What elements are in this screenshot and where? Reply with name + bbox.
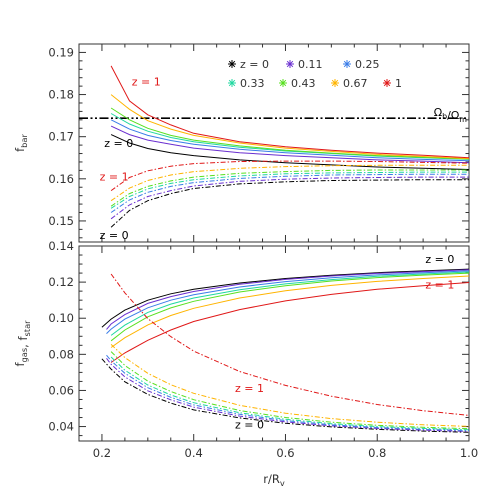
x-tick-label: 0.8 <box>368 446 386 460</box>
x-axis-label: r/Rv <box>263 472 285 488</box>
x-tick-label: 1.0 <box>460 446 478 460</box>
legend-marker-stroke <box>383 79 391 87</box>
series-line-z033-solid <box>110 271 470 336</box>
legend-label: 0.67 <box>343 77 368 90</box>
series-line-z1-dashdot <box>110 160 470 192</box>
annotation-label: z = 0 <box>425 253 454 266</box>
legend-marker <box>383 79 391 87</box>
legend-marker <box>279 79 287 87</box>
series-line-z025-dashdot <box>110 173 469 213</box>
series-line-z067-solid <box>110 275 470 348</box>
legend-label: 0.11 <box>298 58 323 71</box>
annotation-label: z = 1 <box>235 382 264 395</box>
legend-marker-stroke <box>331 79 339 87</box>
series-line-z067-dashdot <box>110 164 469 202</box>
series-line-z1-dashdot <box>110 273 470 416</box>
series-line-z011-dashdot <box>106 357 470 432</box>
series-line-z0-dashdot <box>110 179 469 228</box>
plot-frame <box>78 245 470 442</box>
y-axis-label: fgas, fstar <box>13 320 32 367</box>
x-tick-label: 0.6 <box>276 446 294 460</box>
annotation-label: z = 0 <box>100 229 129 242</box>
y-tick-label: 0.19 <box>48 45 74 59</box>
x-tick-label: 0.4 <box>185 446 203 460</box>
legend-label: 1 <box>395 77 402 90</box>
legend-marker <box>228 79 236 87</box>
y-tick-label: 0.15 <box>48 214 74 228</box>
y-tick-label: 0.14 <box>48 239 74 253</box>
annotation-label: z = 1 <box>132 75 161 88</box>
legend-marker-stroke <box>228 79 236 87</box>
series-line-z043-dashdot <box>110 169 469 207</box>
y-tick-label: 0.16 <box>48 172 74 186</box>
panel-bottom: 0.2 0.4 0.6 0.8 1.0 0.04 0.06 0.08 0.10 0.12 0.14 f… <box>13 239 478 488</box>
legend-label: 0.25 <box>355 58 380 71</box>
legend-marker-stroke <box>343 60 351 68</box>
y-tick-label: 0.18 <box>48 88 74 102</box>
series-line-z043-solid <box>110 107 470 160</box>
y-tick-label: 0.17 <box>48 130 74 144</box>
y-tick-label: 0.10 <box>48 311 74 325</box>
series-line-z043-dashdot <box>110 351 470 430</box>
x-tick-label: 0.2 <box>93 446 111 460</box>
annotation-label: z = 0 <box>104 137 133 150</box>
annotation-label: z = 0 <box>235 419 264 432</box>
omega-ratio-label: Ωb/Ωm <box>434 106 468 124</box>
y-tick-label: 0.06 <box>48 383 74 397</box>
series-line-z0-dashdot <box>101 358 470 433</box>
legend-marker-stroke <box>279 79 287 87</box>
legend-marker <box>228 60 236 68</box>
series-line-z033-dashdot <box>110 171 469 209</box>
y-tick-label: 0.08 <box>48 347 74 361</box>
series-line-z025-solid <box>106 270 470 334</box>
legend-label: 0.43 <box>291 77 316 90</box>
legend-marker <box>286 60 294 68</box>
y-tick-label: 0.12 <box>48 275 74 289</box>
series-line-z1-solid <box>110 65 470 159</box>
series-line-z033-dashdot <box>110 356 470 431</box>
legend-marker <box>343 60 351 68</box>
series-line-z011-solid <box>110 125 470 164</box>
y-tick-label: 0.04 <box>48 420 74 434</box>
series-line-z067-solid <box>110 94 470 160</box>
y-axis-label: fbar <box>13 134 29 152</box>
series-line-z1-solid <box>110 282 470 363</box>
legend-marker-stroke <box>286 60 294 68</box>
series-line-z0-solid <box>110 134 470 170</box>
legend-label: z = 0 <box>240 58 269 71</box>
annotation-label: z = 1 <box>100 170 129 183</box>
series-line-z025-solid <box>110 119 470 162</box>
plot-frame <box>78 43 470 243</box>
series-line-z011-solid <box>106 269 470 330</box>
legend-label: 0.33 <box>240 77 265 90</box>
legend-marker <box>331 79 339 87</box>
series-line-z011-dashdot <box>110 176 469 220</box>
series-line-z025-dashdot <box>106 354 470 431</box>
series-line-z0-solid <box>101 268 470 328</box>
annotation-label: z = 1 <box>425 278 454 291</box>
legend: z = 0 0.11 0.25 0.33 0.43 0.67 1 <box>228 58 402 90</box>
legend-marker-stroke <box>228 60 236 68</box>
series-line-z043-solid <box>110 272 470 342</box>
series-line-z067-dashdot <box>110 344 470 427</box>
